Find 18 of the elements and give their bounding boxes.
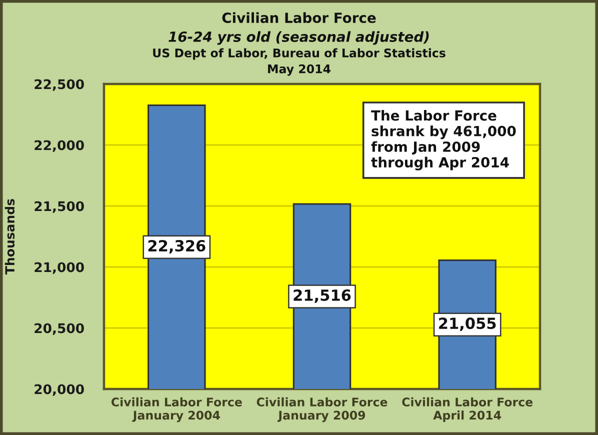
y-axis-title: Thousands bbox=[4, 199, 15, 274]
x-tick-label: Civilian Labor Force January 2004 bbox=[111, 397, 242, 422]
text: US Dept of Labor, Bureau of Labor Statistics bbox=[153, 48, 446, 60]
x-tick-label: Civilian Labor Force April 2014 bbox=[402, 397, 533, 422]
chart-title: Civilian Labor Force bbox=[222, 12, 376, 24]
y-tick-label: 20,000 bbox=[34, 384, 84, 396]
y-tick-label: 22,000 bbox=[34, 140, 84, 152]
y-tick-label: 21,500 bbox=[34, 201, 84, 213]
data-label: 21,055 bbox=[439, 318, 496, 332]
chart-subtitle: 16-24 yrs old (seasonal adjusted) bbox=[168, 31, 429, 45]
data-label: 22,326 bbox=[148, 240, 206, 254]
annotation: The Labor Force shrank by 461,000 from Jan 2009 through Apr 2014 bbox=[371, 110, 516, 170]
y-tick-label: 20,500 bbox=[34, 323, 84, 335]
y-tick-label: 21,000 bbox=[34, 262, 84, 274]
text: May 2014 bbox=[268, 64, 330, 76]
data-label: 21,516 bbox=[294, 289, 351, 303]
y-tick-label: 22,500 bbox=[34, 79, 84, 91]
x-tick-label: Civilian Labor Force January 2009 bbox=[256, 397, 388, 422]
